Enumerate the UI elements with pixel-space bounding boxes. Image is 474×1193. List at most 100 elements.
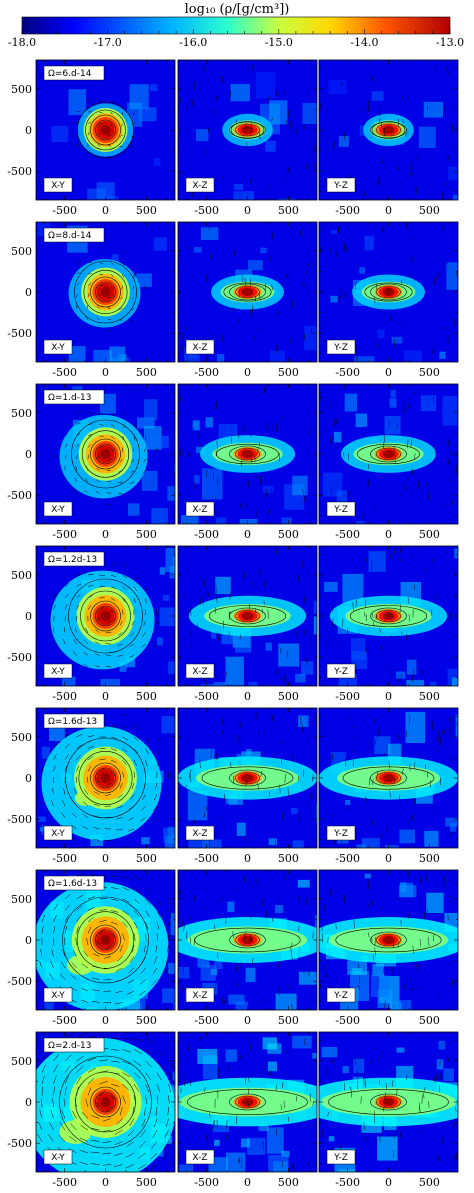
velocity-arrow bbox=[105, 665, 112, 668]
density-patch bbox=[68, 89, 87, 116]
velocity-arrow bbox=[156, 1072, 162, 1081]
velocity-arrow bbox=[375, 339, 377, 347]
density-patch bbox=[312, 1053, 317, 1059]
velocity-arrow bbox=[399, 556, 401, 562]
x-tick-label: 0 bbox=[385, 1014, 392, 1027]
velocity-arrow bbox=[145, 887, 152, 893]
density-patch bbox=[372, 963, 385, 977]
velocity-arrow bbox=[277, 671, 279, 679]
omega-label: Ω=1.2d-13 bbox=[48, 555, 97, 565]
velocity-arrow bbox=[71, 1110, 77, 1119]
velocity-arrow bbox=[64, 593, 69, 599]
velocity-arrow bbox=[76, 1076, 82, 1085]
projection-label-box bbox=[326, 663, 356, 679]
disk-core bbox=[241, 450, 254, 458]
disk-core bbox=[241, 126, 254, 134]
panel-x-y: -500 0 500 -500 0 500 Ω=1.6d-13 X-Y bbox=[7, 707, 176, 865]
velocity-arrow bbox=[110, 435, 115, 439]
density-contour bbox=[223, 282, 272, 302]
velocity-arrow bbox=[246, 142, 248, 150]
velocity-arrow bbox=[456, 878, 458, 885]
velocity-arrow bbox=[353, 332, 355, 338]
projection-label-box bbox=[43, 177, 73, 193]
panel-y-z: -500 0 500 Y-Z bbox=[318, 707, 459, 865]
velocity-arrow bbox=[64, 454, 67, 460]
velocity-arrow bbox=[143, 782, 146, 790]
velocity-arrow bbox=[122, 435, 125, 441]
velocity-arrow bbox=[253, 336, 255, 342]
projection-label: X-Y bbox=[51, 1153, 65, 1163]
velocity-arrow bbox=[70, 986, 77, 992]
velocity-arrow bbox=[333, 140, 335, 150]
velocity-arrow bbox=[94, 653, 100, 656]
velocity-arrow bbox=[63, 1098, 66, 1108]
density-patch bbox=[165, 548, 175, 573]
velocity-arrow bbox=[119, 782, 123, 789]
velocity-arrow bbox=[122, 748, 128, 753]
velocity-arrow bbox=[188, 773, 190, 779]
velocity-arrow bbox=[308, 262, 310, 272]
velocity-arrow bbox=[110, 100, 114, 104]
density-core bbox=[100, 1097, 111, 1107]
y-tick-label: 500 bbox=[11, 1055, 32, 1068]
velocity-arrow bbox=[127, 1129, 135, 1137]
x-tick-label: 500 bbox=[419, 1176, 440, 1189]
density-patch bbox=[247, 1137, 266, 1155]
x-tick-label: -500 bbox=[335, 1176, 360, 1189]
x-tick-label: -500 bbox=[52, 204, 77, 217]
velocity-arrow bbox=[156, 910, 161, 918]
omega-label: Ω=6.d-14 bbox=[48, 69, 92, 79]
density-contour bbox=[95, 281, 116, 303]
x-tick-label: 500 bbox=[419, 1014, 440, 1027]
velocity-arrow bbox=[141, 643, 146, 648]
velocity-arrow bbox=[133, 887, 141, 892]
velocity-arrow bbox=[283, 91, 285, 97]
velocity-arrow bbox=[82, 813, 89, 818]
density-patch bbox=[438, 1040, 446, 1050]
velocity-arrow bbox=[110, 285, 113, 289]
density-map bbox=[319, 60, 458, 200]
velocity-arrow bbox=[76, 1066, 83, 1073]
velocity-arrow bbox=[110, 1083, 120, 1087]
density-contour bbox=[62, 896, 149, 984]
velocity-arrow bbox=[64, 432, 69, 437]
projection-label-box bbox=[43, 1149, 73, 1165]
velocity-arrow bbox=[282, 812, 283, 821]
velocity-arrow bbox=[145, 1083, 150, 1093]
velocity-arrow bbox=[380, 121, 382, 128]
velocity-arrow bbox=[64, 893, 71, 900]
density-contour bbox=[370, 769, 407, 787]
velocity-arrow bbox=[110, 597, 116, 601]
velocity-arrow bbox=[362, 103, 364, 113]
velocity-arrow bbox=[64, 627, 66, 633]
velocity-arrow bbox=[311, 328, 313, 335]
density-patch bbox=[384, 415, 401, 435]
velocity-arrow bbox=[81, 975, 89, 980]
velocity-arrow bbox=[87, 584, 94, 587]
velocity-arrow bbox=[145, 933, 147, 941]
density-patch bbox=[245, 967, 256, 983]
velocity-arrow bbox=[83, 801, 89, 807]
velocity-arrow bbox=[190, 609, 192, 616]
density-patch bbox=[159, 567, 166, 575]
velocity-arrow bbox=[433, 933, 435, 942]
velocity-arrow bbox=[226, 1119, 228, 1129]
velocity-arrow bbox=[76, 572, 82, 576]
velocity-arrow bbox=[49, 973, 54, 980]
disk-core bbox=[382, 774, 395, 782]
density-patch bbox=[277, 198, 296, 200]
velocity-arrow bbox=[190, 640, 192, 648]
density-patch bbox=[426, 892, 444, 914]
panel-x-z: -500 0 500 X-Z bbox=[177, 707, 318, 865]
velocity-arrow bbox=[156, 609, 158, 615]
velocity-arrow bbox=[390, 635, 392, 643]
velocity-arrow bbox=[244, 874, 246, 882]
projection-label: Y-Z bbox=[333, 505, 348, 515]
velocity-arrow bbox=[204, 1087, 206, 1093]
velocity-arrow bbox=[247, 1100, 249, 1108]
velocity-arrow bbox=[426, 771, 429, 778]
velocity-arrow bbox=[93, 803, 100, 807]
velocity-arrow bbox=[152, 805, 158, 812]
velocity-arrow bbox=[374, 296, 376, 303]
velocity-arrow bbox=[221, 729, 223, 735]
